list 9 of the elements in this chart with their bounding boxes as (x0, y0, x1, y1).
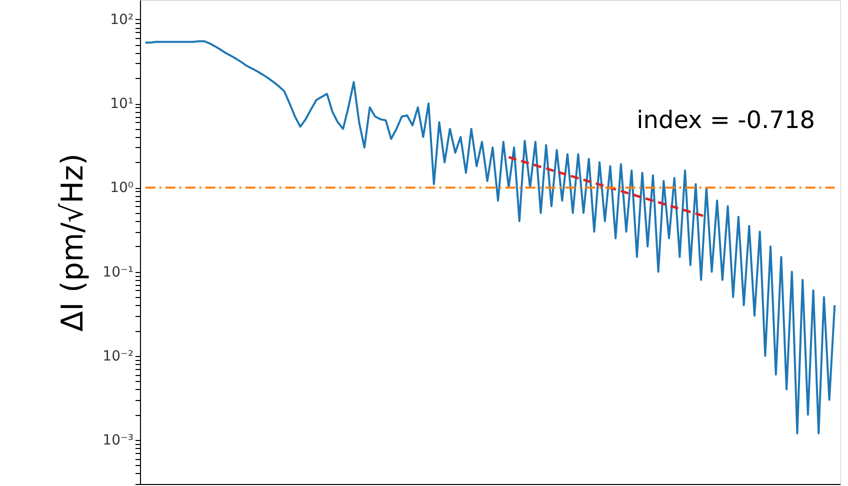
y-tick-label: 10⁰ (110, 180, 134, 196)
y-tick-label: 10⁻² (102, 348, 134, 364)
y-axis-title: ΔI (pm/√Hz) (56, 153, 91, 332)
y-tick-label: 10⁻³ (102, 432, 134, 449)
annotation: index = -0.718 (636, 106, 815, 134)
y-tick-label: 10¹ (110, 96, 134, 112)
line-series (144, 40, 836, 434)
y-tick-label: 10² (110, 12, 134, 28)
y-tick-label: 10⁻¹ (102, 264, 134, 280)
